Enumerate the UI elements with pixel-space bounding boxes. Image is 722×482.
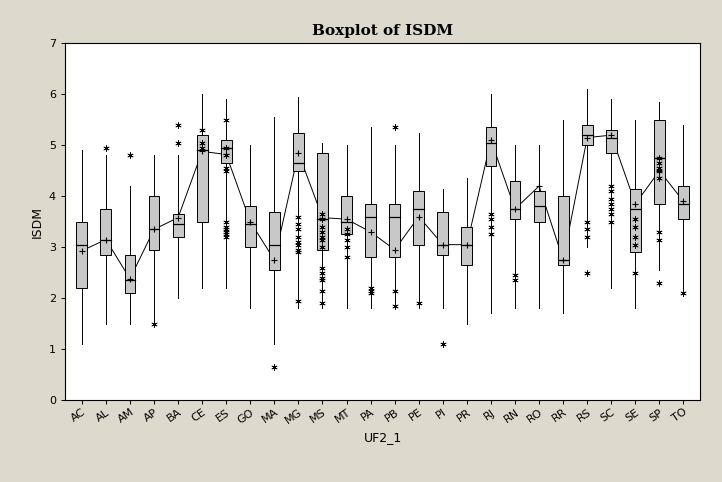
Bar [77,222,87,288]
Bar [341,196,352,234]
Bar [413,191,424,245]
X-axis label: UF2_1: UF2_1 [364,431,401,444]
Bar [100,209,111,255]
Title: Boxplot of ISDM: Boxplot of ISDM [312,24,453,38]
Bar [461,227,472,265]
Bar [678,186,689,219]
Bar [173,214,183,237]
Bar [221,140,232,163]
Bar [389,204,400,257]
Bar [534,191,544,222]
Y-axis label: ISDM: ISDM [30,206,43,238]
Bar [269,212,279,270]
Bar [438,212,448,255]
Bar [582,125,593,145]
Bar [293,133,304,171]
Bar [196,135,208,222]
Bar [510,181,521,219]
Bar [317,153,328,250]
Bar [630,188,640,252]
Bar [149,196,160,250]
Bar [125,255,136,293]
Bar [365,204,376,257]
Bar [606,130,617,153]
Bar [485,127,496,166]
Bar [245,206,256,247]
Bar [654,120,665,204]
Bar [557,196,568,265]
